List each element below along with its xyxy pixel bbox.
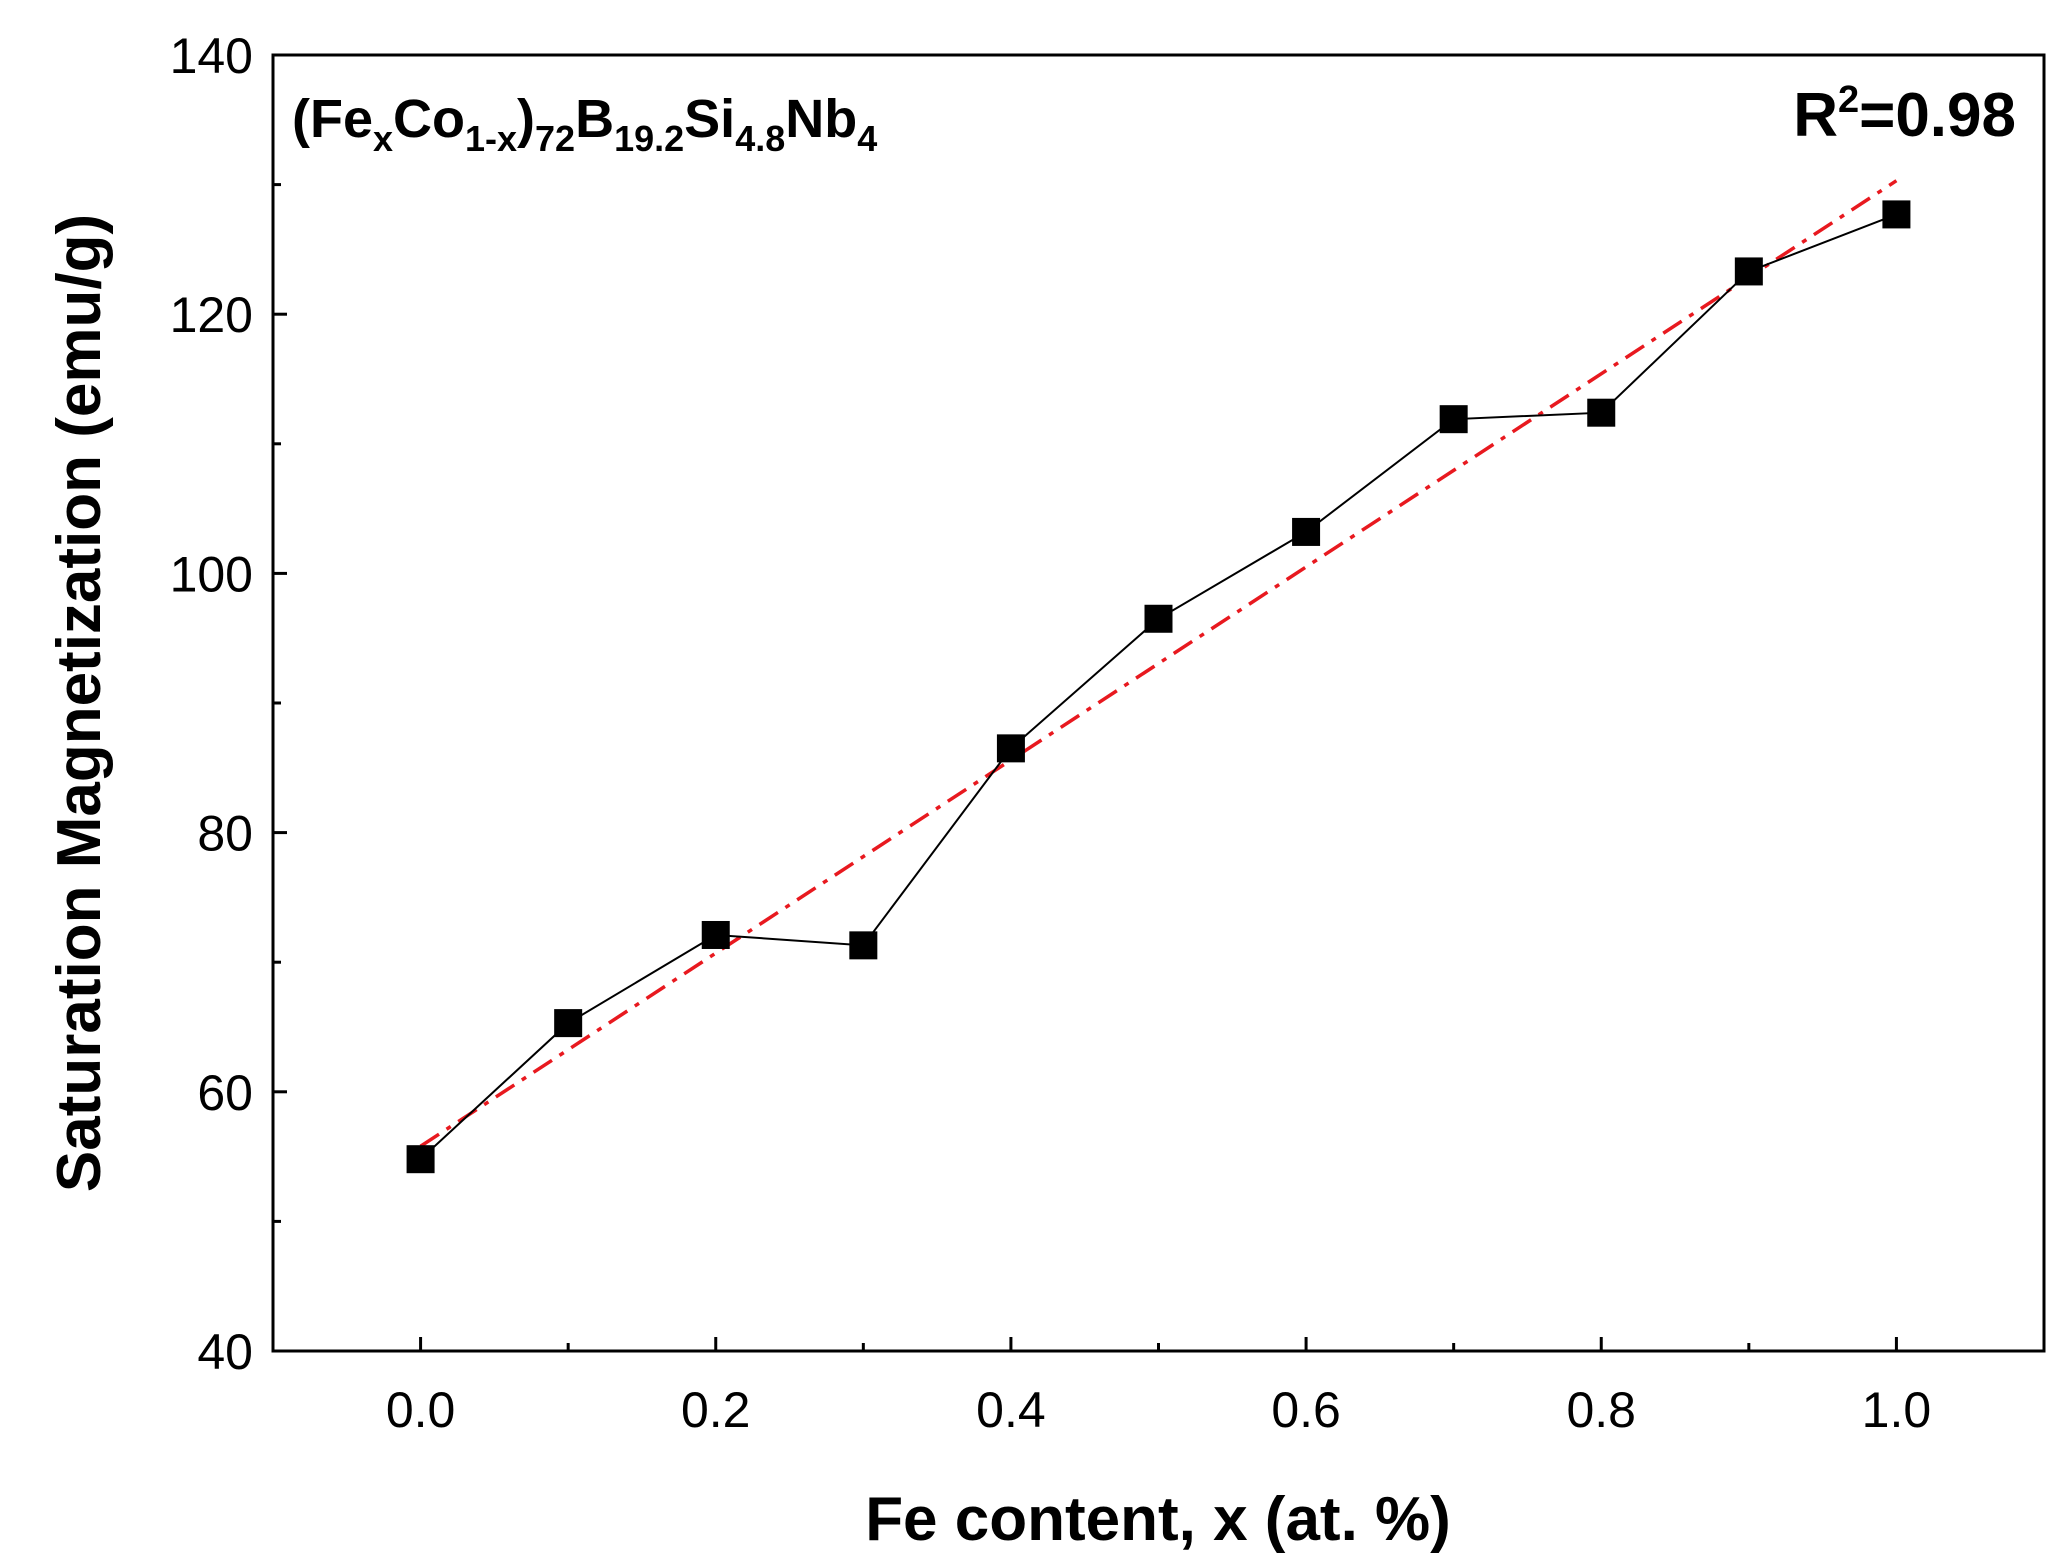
y-tick-label: 40 <box>197 1324 253 1380</box>
data-point <box>1439 405 1468 434</box>
x-tick-label: 0.4 <box>976 1382 1046 1438</box>
r-squared-label: R2=0.98 <box>1793 79 2016 150</box>
x-axis-title: Fe content, x (at. %) <box>865 1485 1451 1554</box>
data-point <box>701 920 730 949</box>
y-tick-label: 120 <box>170 287 253 343</box>
data-point <box>1292 517 1321 546</box>
y-axis-title: Saturation Magnetization (emu/g) <box>45 214 114 1192</box>
data-series-line <box>419 213 1897 1160</box>
x-tick-label: 0.8 <box>1566 1382 1636 1438</box>
y-axis-ticks: 40 60 80 100 120 140 <box>170 28 287 1380</box>
y-tick-label: 80 <box>197 806 253 862</box>
data-point <box>1587 398 1616 427</box>
x-axis-ticks: 0.0 0.2 0.4 0.6 0.8 1.0 <box>271 1337 2046 1438</box>
x-tick-label: 0.0 <box>386 1382 456 1438</box>
x-tick-label: 0.6 <box>1271 1382 1341 1438</box>
x-tick-label: 1.0 <box>1862 1382 1932 1438</box>
data-markers <box>406 200 1911 1174</box>
composition-formula: (FexCo1-x)72B19.2Si4.8Nb4 <box>292 89 877 159</box>
data-point <box>554 1009 583 1038</box>
linear-fit-line <box>419 179 1898 1148</box>
data-point <box>849 931 878 960</box>
x-tick-label: 0.2 <box>681 1382 751 1438</box>
data-point <box>406 1145 435 1174</box>
y-tick-label: 140 <box>170 28 253 84</box>
plot-frame <box>271 53 2046 1353</box>
y-tick-label: 60 <box>197 1065 253 1121</box>
data-point <box>1144 604 1173 633</box>
data-point <box>996 734 1025 763</box>
data-point <box>1882 200 1911 229</box>
y-tick-label: 100 <box>170 546 253 602</box>
data-point <box>1734 257 1763 286</box>
